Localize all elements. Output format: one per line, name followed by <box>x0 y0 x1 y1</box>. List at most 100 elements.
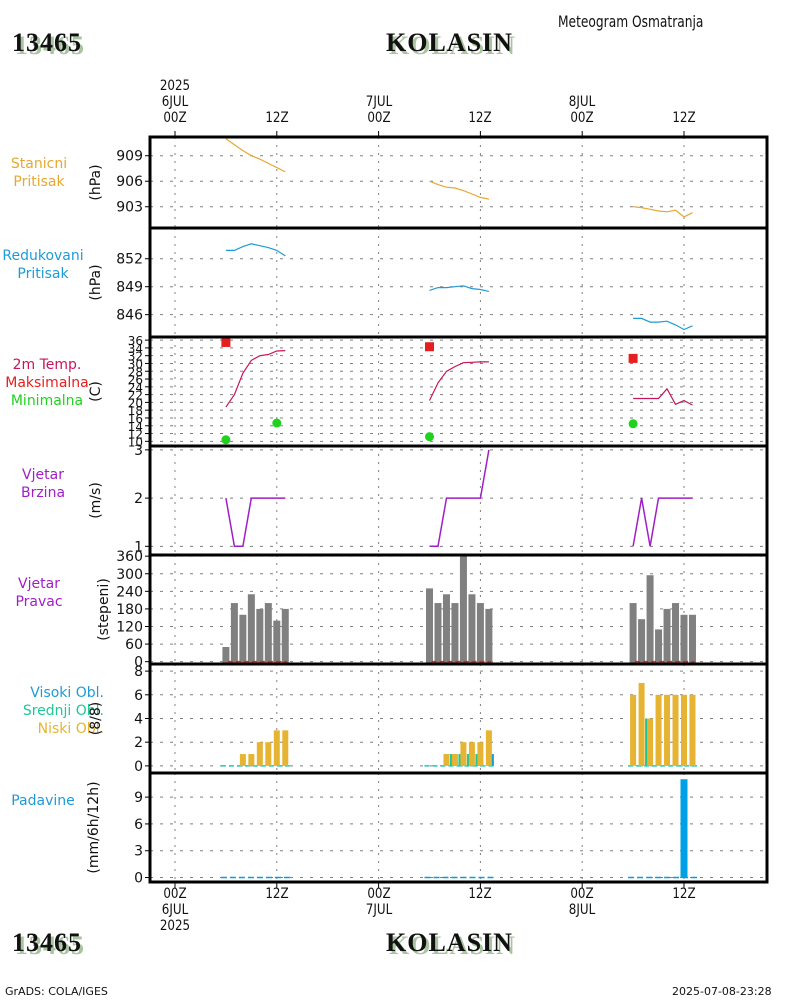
low-cloud-bar <box>265 742 272 766</box>
y-tick-label: 10 <box>128 435 143 449</box>
clouds-label: Visoki Obl. Srednji Obl. Niski Obl. <box>0 684 104 738</box>
wind-dir-bar <box>426 588 433 664</box>
y-tick-label: 4 <box>134 712 143 728</box>
top-hour-label: 12Z <box>468 110 493 126</box>
min-temp-marker <box>425 432 434 442</box>
station-id-top: 13465 <box>12 28 82 57</box>
y-tick-label: 32 <box>128 350 143 364</box>
wind-dir-bar <box>688 614 696 664</box>
bottom-hour-label: 12Z <box>265 886 289 902</box>
reduced-pressure-line <box>429 285 490 292</box>
clouds-label-mid: Srednji Obl. <box>22 703 104 719</box>
y-tick-label: 903 <box>116 200 143 216</box>
y-tick-label: 3 <box>134 844 143 860</box>
low-cloud-bar <box>647 718 654 766</box>
y-tick-label: 14 <box>128 420 143 434</box>
y-tick-label: 2 <box>134 491 143 507</box>
min-temp-marker <box>628 419 638 429</box>
y-tick-label: 180 <box>116 602 143 618</box>
reduced-pressure-line <box>225 243 286 257</box>
low-cloud-bar <box>460 742 467 766</box>
wind-dir-bar <box>222 647 230 664</box>
wind-dir-bar <box>459 556 467 664</box>
wind-dir-bar <box>239 614 247 664</box>
temperature-label-line1: 2m Temp. <box>12 357 82 373</box>
low-cloud-bar <box>485 730 492 766</box>
y-tick-label: 26 <box>128 373 143 387</box>
credit-text: GrADS: COLA/IGES <box>5 985 108 998</box>
max-temp-marker <box>221 337 231 347</box>
wind-speed-label-line2: Brzina <box>20 485 66 501</box>
precip-label-line1: Padavine <box>11 793 75 809</box>
y-tick-label: 846 <box>116 308 143 324</box>
reduced-pressure-label-line2: Pritisak <box>17 266 69 282</box>
wind-dir-label-line1: Vjetar <box>18 576 60 592</box>
reduced-pressure-label-line1: Redukovani <box>2 248 84 264</box>
bottom-hour-label: 00Z <box>366 886 391 902</box>
station-pressure-label-line2: Pritisak <box>13 174 65 190</box>
y-tick-label: 240 <box>116 584 143 600</box>
low-cloud-bar <box>239 754 246 766</box>
wind-dir-bar <box>247 594 255 664</box>
y-tick-label: 12 <box>128 428 143 442</box>
y-tick-label: 120 <box>116 619 143 635</box>
chart-title: Meteogram Osmatranja <box>558 12 704 31</box>
low-cloud-bar <box>681 694 687 766</box>
top-date-label: 6JUL <box>161 94 189 110</box>
wind-dir-bar <box>264 603 272 664</box>
top-hour-label: 12Z <box>265 110 289 126</box>
low-cloud-bar <box>282 730 289 766</box>
low-cloud-bar <box>689 694 696 766</box>
low-cloud-bar <box>477 742 484 766</box>
clouds-panel: 0 2 4 6 8 (8/8) <box>88 662 769 775</box>
min-temp-marker <box>272 418 282 428</box>
wind-dir-bar <box>476 603 484 664</box>
wind-dir-bar <box>638 619 646 664</box>
wind-dir-bar <box>451 603 459 664</box>
wind-dir-bar <box>273 620 281 664</box>
clouds-label-high: Visoki Obl. <box>30 685 104 701</box>
reduced-pressure-panel: 846 849 852 (hPa) <box>88 226 769 339</box>
station-pressure-label-line1: Stanicni <box>10 156 68 172</box>
wind-speed-line <box>632 497 693 547</box>
low-cloud-bar <box>256 742 263 766</box>
low-cloud-bar <box>248 754 255 766</box>
y-tick-label: 18 <box>128 404 143 418</box>
station-pressure-panel: 903 906 909 (hPa) <box>88 135 769 230</box>
wind-dir-bar <box>485 608 493 664</box>
top-hour-label: 00Z <box>366 110 391 126</box>
bottom-hour-label: 00Z <box>163 886 187 902</box>
wind-dir-bar <box>663 608 671 664</box>
low-cloud-bar <box>630 694 637 766</box>
reduced-pressure-frame <box>148 226 769 339</box>
wind-dir-bar <box>442 594 450 664</box>
y-tick-label: 9 <box>134 790 143 806</box>
y-tick-label: 1 <box>134 539 143 555</box>
station-name-bottom: KOLASIN <box>386 928 513 957</box>
wind-speed-line <box>225 497 286 548</box>
temperature-label: 2m Temp. Maksimalna Minimalna <box>0 356 102 410</box>
wind-speed-label: Vjetar Brzina <box>0 466 98 502</box>
y-tick-label: 0 <box>134 655 143 671</box>
station-pressure-unit-label: (hPa) <box>88 164 104 200</box>
precip-frame <box>148 771 769 884</box>
wind-speed-line <box>429 449 490 548</box>
wind-dir-label-line2: Pravac <box>15 594 63 610</box>
wind-dir-bar <box>672 603 680 664</box>
clouds-unit-label: (8/8) <box>88 702 104 735</box>
max-temp-marker <box>425 342 434 352</box>
top-hour-label: 12Z <box>672 110 696 126</box>
station-name-top: KOLASIN <box>386 28 513 57</box>
precip-unit-label: (mm/6h/12h) <box>86 781 102 873</box>
y-tick-label: 28 <box>128 365 143 379</box>
top-year-label: 2025 <box>159 78 191 94</box>
bottom-date-label: 8JUL <box>568 902 596 918</box>
y-tick-label: 360 <box>116 549 143 565</box>
y-tick-label: 0 <box>134 759 143 775</box>
wind-dir-bar <box>230 603 238 664</box>
wind-dir-bar <box>256 608 264 664</box>
wind-dir-bar <box>468 594 476 664</box>
wind-dir-bar <box>629 603 637 664</box>
